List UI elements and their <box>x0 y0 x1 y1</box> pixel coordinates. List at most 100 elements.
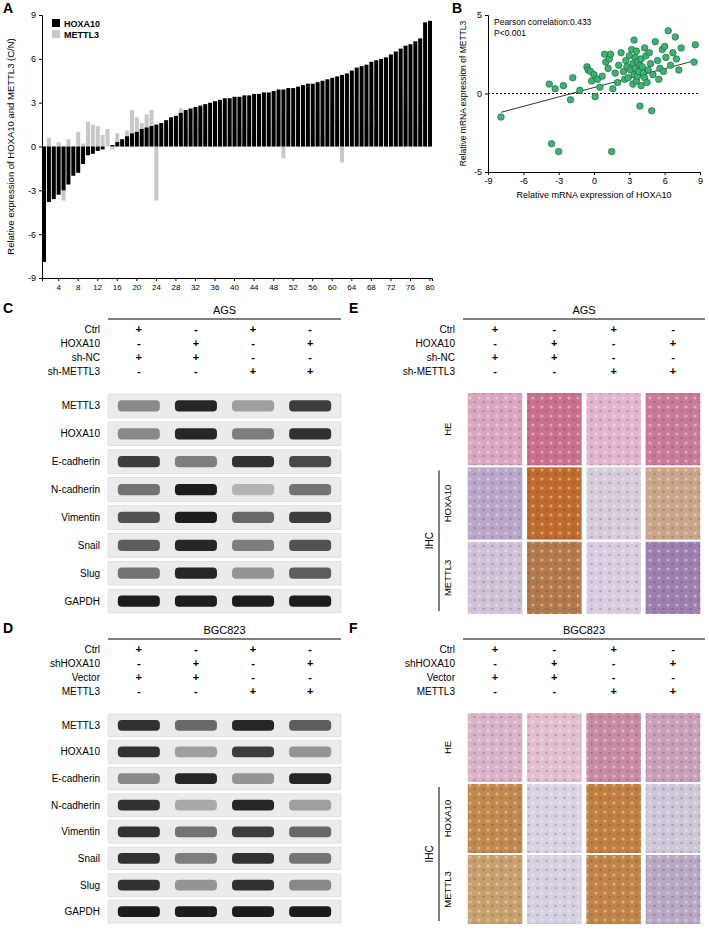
tick: -6 <box>28 230 42 240</box>
tissue-image <box>646 467 701 539</box>
bar <box>52 147 56 200</box>
point <box>577 87 584 94</box>
tick: 60 <box>328 278 337 292</box>
point <box>670 49 677 56</box>
bar <box>286 88 290 146</box>
condition-sign: - <box>308 323 312 335</box>
tick: 52 <box>289 278 298 292</box>
band <box>175 720 217 731</box>
tick-mark <box>665 172 666 175</box>
legend-label: HOXA10 <box>64 19 100 29</box>
condition-label: sh-METTL3 <box>403 366 456 377</box>
row-label: METTL3 <box>442 871 453 907</box>
band <box>118 512 160 523</box>
tick-label: 52 <box>289 283 298 292</box>
bar <box>355 68 359 147</box>
tick: -3 <box>28 186 42 196</box>
condition-sign: + <box>670 685 676 697</box>
condition-sign: - <box>612 671 616 683</box>
band <box>232 773 274 784</box>
band <box>118 880 160 891</box>
bar <box>345 73 349 146</box>
protein-label: E-cadherin <box>52 456 100 467</box>
tissue-texture <box>527 542 582 614</box>
point <box>607 51 614 58</box>
condition-sign: - <box>308 643 312 655</box>
tissue-texture <box>468 855 523 924</box>
tissue-texture <box>527 784 582 853</box>
bar <box>96 126 100 146</box>
point <box>548 140 555 147</box>
bar <box>369 62 373 147</box>
bar <box>81 147 85 165</box>
condition-sign: - <box>493 657 497 669</box>
bar <box>257 94 261 147</box>
condition-label: sh-METTL3 <box>48 366 101 377</box>
tissue-image <box>646 855 701 924</box>
tick: -3 <box>555 172 563 186</box>
cell-line: BGC823 <box>203 624 245 636</box>
blot-strip <box>108 874 341 897</box>
point <box>615 62 622 69</box>
tick-label: 3 <box>627 176 632 186</box>
tissue-texture <box>468 713 523 782</box>
bar <box>149 110 153 147</box>
tick-mark <box>485 94 488 95</box>
point <box>618 49 625 56</box>
protein-label: METTL3 <box>62 720 101 731</box>
bar <box>154 125 158 147</box>
bar <box>120 139 124 146</box>
bar <box>101 147 105 150</box>
point <box>597 84 604 91</box>
condition-sign: - <box>137 657 141 669</box>
tick-mark <box>371 278 372 281</box>
bar <box>76 132 80 147</box>
tick-label: 8 <box>76 283 81 292</box>
bar <box>233 97 237 147</box>
tick-mark <box>488 172 489 175</box>
bar <box>321 81 325 147</box>
tick-label: -9 <box>28 273 36 283</box>
condition-sign: + <box>250 323 256 335</box>
bar <box>76 147 80 173</box>
panel-letter: C <box>3 300 13 316</box>
band <box>289 773 331 784</box>
axis-line <box>485 16 489 173</box>
condition-sign: - <box>493 337 497 349</box>
condition-sign: + <box>551 671 557 683</box>
condition-sign: + <box>610 685 616 697</box>
tissue-texture <box>527 713 582 782</box>
tick-mark <box>273 278 274 281</box>
protein-label: Snail <box>78 853 100 864</box>
tick: 28 <box>171 278 180 292</box>
tick: 6 <box>663 172 668 186</box>
bar <box>145 114 149 146</box>
tissue-image <box>586 784 641 853</box>
tick: 8 <box>76 278 81 292</box>
point <box>652 38 659 45</box>
point <box>605 65 612 72</box>
blot-strip <box>108 714 341 737</box>
band <box>175 428 217 439</box>
band <box>232 800 274 811</box>
condition-label: Ctrl <box>84 324 100 335</box>
band <box>289 595 331 606</box>
tick-label: -5 <box>474 167 482 177</box>
tissue-texture <box>468 467 523 539</box>
bar <box>189 109 193 147</box>
condition-sign: - <box>553 365 557 377</box>
blot-strip <box>108 506 341 530</box>
condition-sign: + <box>492 671 498 683</box>
condition-label: Vector <box>427 672 456 683</box>
axis-line <box>39 16 43 279</box>
bar <box>130 133 134 146</box>
point <box>647 60 654 67</box>
band <box>175 826 217 837</box>
tick: 12 <box>93 278 102 292</box>
condition-label: Vector <box>72 672 101 683</box>
bar <box>47 147 51 203</box>
plot-area <box>42 21 432 262</box>
band <box>232 853 274 864</box>
point <box>648 107 655 114</box>
condition-sign: + <box>670 337 676 349</box>
